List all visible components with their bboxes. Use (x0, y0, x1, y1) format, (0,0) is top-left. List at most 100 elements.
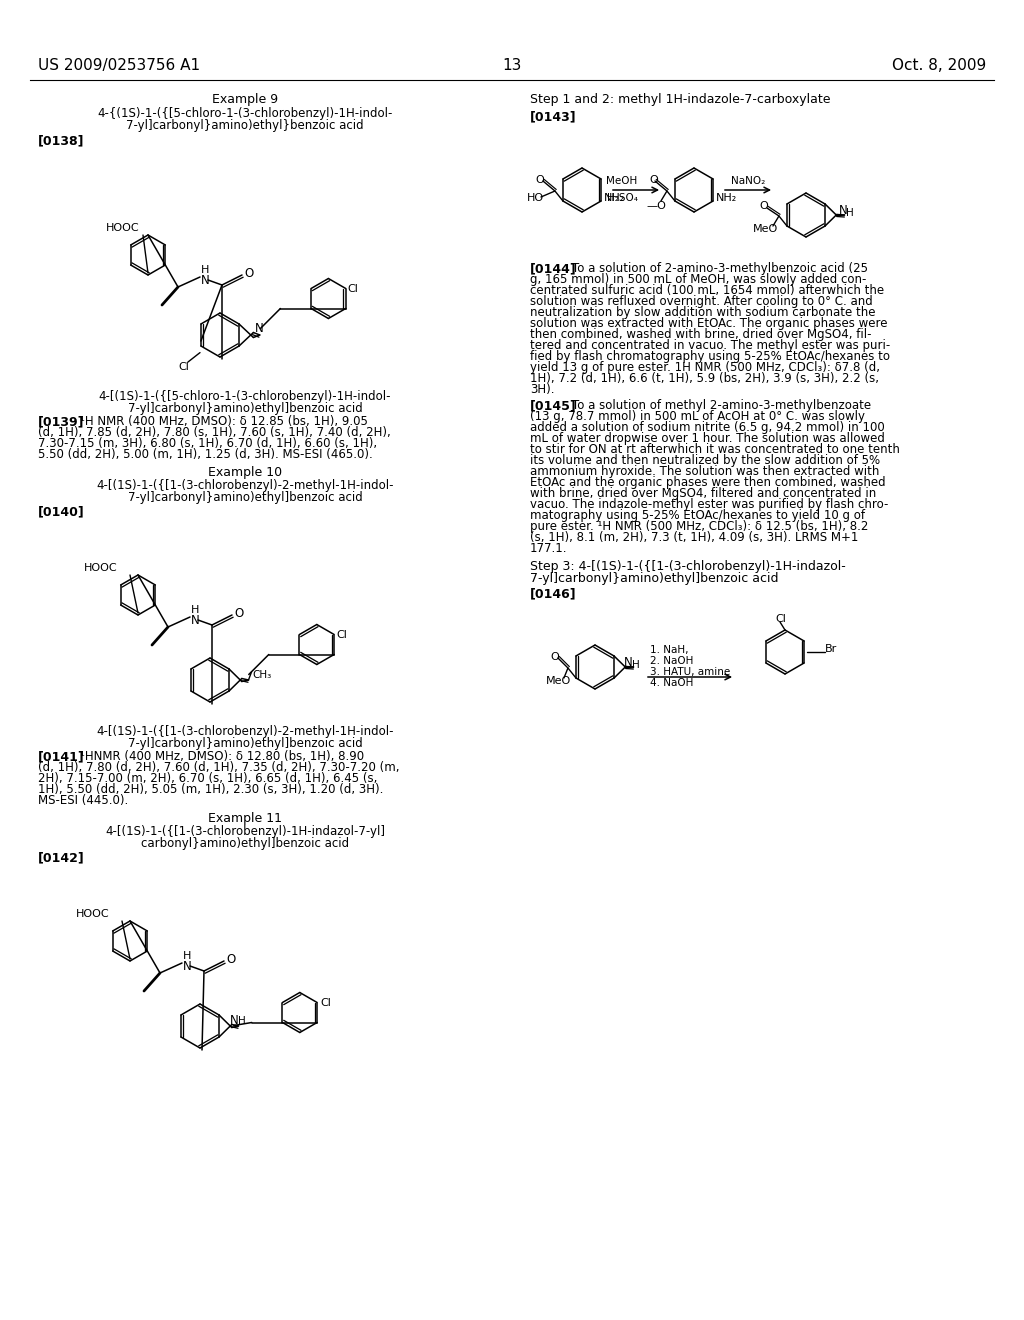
Text: O: O (649, 176, 657, 185)
Text: neutralization by slow addition with sodium carbonate the: neutralization by slow addition with sod… (530, 306, 876, 319)
Text: 7-yl]carbonyl}amino)ethyl]benzoic acid: 7-yl]carbonyl}amino)ethyl]benzoic acid (128, 737, 362, 750)
Text: N: N (254, 322, 263, 334)
Text: Cl: Cl (321, 998, 331, 1008)
Text: N: N (201, 275, 210, 286)
Text: fied by flash chromatography using 5-25% EtOAc/hexanes to: fied by flash chromatography using 5-25%… (530, 350, 890, 363)
Text: (d, 1H), 7.85 (d, 2H), 7.80 (s, 1H), 7.60 (s, 1H), 7.40 (d, 2H),: (d, 1H), 7.85 (d, 2H), 7.80 (s, 1H), 7.6… (38, 426, 391, 440)
Text: its volume and then neutralized by the slow addition of 5%: its volume and then neutralized by the s… (530, 454, 880, 467)
Text: 2. NaOH: 2. NaOH (650, 656, 693, 667)
Text: ¹H NMR (400 MHz, DMSO): δ 12.85 (bs, 1H), 9.05: ¹H NMR (400 MHz, DMSO): δ 12.85 (bs, 1H)… (80, 414, 368, 428)
Text: [0145]: [0145] (530, 399, 577, 412)
Text: 7-yl]carbonyl}amino)ethyl}benzoic acid: 7-yl]carbonyl}amino)ethyl}benzoic acid (126, 119, 364, 132)
Text: H: H (238, 1016, 246, 1027)
Text: N: N (839, 203, 848, 216)
Text: N: N (624, 656, 633, 668)
Text: MeOH: MeOH (606, 176, 638, 186)
Text: MeO: MeO (546, 676, 571, 686)
Text: Example 10: Example 10 (208, 466, 282, 479)
Text: 1H), 5.50 (dd, 2H), 5.05 (m, 1H), 2.30 (s, 3H), 1.20 (d, 3H).: 1H), 5.50 (dd, 2H), 5.05 (m, 1H), 2.30 (… (38, 783, 383, 796)
Text: Cl: Cl (348, 285, 358, 294)
Text: H₂SO₄: H₂SO₄ (606, 193, 638, 203)
Text: Example 9: Example 9 (212, 92, 279, 106)
Text: Cl: Cl (336, 631, 347, 640)
Text: O: O (759, 201, 768, 211)
Text: Cl: Cl (178, 362, 188, 372)
Text: N: N (191, 614, 200, 627)
Text: pure ester. ¹H NMR (500 MHz, CDCl₃): δ 12.5 (bs, 1H), 8.2: pure ester. ¹H NMR (500 MHz, CDCl₃): δ 1… (530, 520, 868, 533)
Text: with brine, dried over MgSO4, filtered and concentrated in: with brine, dried over MgSO4, filtered a… (530, 487, 877, 500)
Text: HO: HO (527, 193, 544, 203)
Text: NH₂: NH₂ (604, 193, 626, 203)
Text: 4-[(1S)-1-({[1-(3-chlorobenzyl)-2-methyl-1H-indol-: 4-[(1S)-1-({[1-(3-chlorobenzyl)-2-methyl… (96, 479, 394, 492)
Text: solution was extracted with EtOAc. The organic phases were: solution was extracted with EtOAc. The o… (530, 317, 888, 330)
Text: 5.50 (dd, 2H), 5.00 (m, 1H), 1.25 (d, 3H). MS-ESI (465.0).: 5.50 (dd, 2H), 5.00 (m, 1H), 1.25 (d, 3H… (38, 447, 373, 461)
Text: [0144]: [0144] (530, 261, 577, 275)
Text: yield 13 g of pure ester. 1H NMR (500 MHz, CDCl₃): δ7.8 (d,: yield 13 g of pure ester. 1H NMR (500 MH… (530, 360, 880, 374)
Text: Br: Br (825, 644, 838, 653)
Text: 1H), 7.2 (d, 1H), 6.6 (t, 1H), 5.9 (bs, 2H), 3.9 (s, 3H), 2.2 (s,: 1H), 7.2 (d, 1H), 6.6 (t, 1H), 5.9 (bs, … (530, 372, 879, 385)
Text: CH₃: CH₃ (253, 671, 271, 680)
Text: 7.30-7.15 (m, 3H), 6.80 (s, 1H), 6.70 (d, 1H), 6.60 (s, 1H),: 7.30-7.15 (m, 3H), 6.80 (s, 1H), 6.70 (d… (38, 437, 377, 450)
Text: 4-{(1S)-1-({[5-chloro-1-(3-chlorobenzyl)-1H-indol-: 4-{(1S)-1-({[5-chloro-1-(3-chlorobenzyl)… (97, 107, 392, 120)
Text: [0141]: [0141] (38, 750, 85, 763)
Text: MS-ESI (445.0).: MS-ESI (445.0). (38, 795, 128, 807)
Text: ¹HNMR (400 MHz, DMSO): δ 12.80 (bs, 1H), 8.90: ¹HNMR (400 MHz, DMSO): δ 12.80 (bs, 1H),… (80, 750, 365, 763)
Text: H: H (191, 605, 200, 615)
Text: O: O (244, 267, 253, 280)
Text: Example 11: Example 11 (208, 812, 282, 825)
Text: H: H (846, 207, 854, 218)
Text: 13: 13 (503, 58, 521, 73)
Text: 4-[(1S)-1-({[1-(3-chlorobenzyl)-1H-indazol-7-yl]: 4-[(1S)-1-({[1-(3-chlorobenzyl)-1H-indaz… (105, 825, 385, 838)
Text: g, 165 mmol) in 500 mL of MeOH, was slowly added con-: g, 165 mmol) in 500 mL of MeOH, was slow… (530, 273, 866, 286)
Text: HOOC: HOOC (76, 909, 110, 919)
Text: To a solution of 2-amino-3-methylbenzoic acid (25: To a solution of 2-amino-3-methylbenzoic… (572, 261, 868, 275)
Text: O: O (535, 176, 544, 185)
Text: ammonium hyroxide. The solution was then extracted with: ammonium hyroxide. The solution was then… (530, 465, 880, 478)
Text: 4. NaOH: 4. NaOH (650, 678, 693, 688)
Text: to stir for ON at rt afterwhich it was concentrated to one tenth: to stir for ON at rt afterwhich it was c… (530, 444, 900, 455)
Text: Oct. 8, 2009: Oct. 8, 2009 (892, 58, 986, 73)
Text: 1. NaH,: 1. NaH, (650, 645, 688, 655)
Text: [0140]: [0140] (38, 506, 85, 517)
Text: vacuo. The indazole-methyl ester was purified by flash chro-: vacuo. The indazole-methyl ester was pur… (530, 498, 889, 511)
Text: 2H), 7.15-7.00 (m, 2H), 6.70 (s, 1H), 6.65 (d, 1H), 6.45 (s,: 2H), 7.15-7.00 (m, 2H), 6.70 (s, 1H), 6.… (38, 772, 378, 785)
Text: N: N (183, 960, 191, 973)
Text: HOOC: HOOC (106, 223, 139, 234)
Text: MeO: MeO (753, 224, 778, 234)
Text: Step 1 and 2: methyl 1H-indazole-7-carboxylate: Step 1 and 2: methyl 1H-indazole-7-carbo… (530, 92, 830, 106)
Text: (13 g, 78.7 mmol) in 500 mL of AcOH at 0° C. was slowly: (13 g, 78.7 mmol) in 500 mL of AcOH at 0… (530, 411, 865, 422)
Text: 4-[(1S)-1-({[5-chloro-1-(3-chlorobenzyl)-1H-indol-: 4-[(1S)-1-({[5-chloro-1-(3-chlorobenzyl)… (98, 389, 391, 403)
Text: (d, 1H), 7.80 (d, 2H), 7.60 (d, 1H), 7.35 (d, 2H), 7.30-7.20 (m,: (d, 1H), 7.80 (d, 2H), 7.60 (d, 1H), 7.3… (38, 762, 399, 774)
Text: HOOC: HOOC (84, 564, 118, 573)
Text: 177.1.: 177.1. (530, 543, 567, 554)
Text: solution was refluxed overnight. After cooling to 0° C. and: solution was refluxed overnight. After c… (530, 294, 872, 308)
Text: [0139]: [0139] (38, 414, 85, 428)
Text: centrated sulfuric acid (100 mL, 1654 mmol) afterwhich the: centrated sulfuric acid (100 mL, 1654 mm… (530, 284, 884, 297)
Text: 3H).: 3H). (530, 383, 555, 396)
Text: 3. HATU, amine: 3. HATU, amine (650, 667, 730, 677)
Text: matography using 5-25% EtOAc/hexanes to yield 10 g of: matography using 5-25% EtOAc/hexanes to … (530, 510, 865, 521)
Text: H: H (632, 660, 640, 669)
Text: 4-[(1S)-1-({[1-(3-chlorobenzyl)-2-methyl-1H-indol-: 4-[(1S)-1-({[1-(3-chlorobenzyl)-2-methyl… (96, 725, 394, 738)
Text: added a solution of sodium nitrite (6.5 g, 94.2 mmol) in 100: added a solution of sodium nitrite (6.5 … (530, 421, 885, 434)
Text: 7-yl]carbonyl}amino)ethyl]benzoic acid: 7-yl]carbonyl}amino)ethyl]benzoic acid (530, 572, 778, 585)
Text: [0143]: [0143] (530, 110, 577, 123)
Text: Cl: Cl (775, 614, 785, 624)
Text: mL of water dropwise over 1 hour. The solution was allowed: mL of water dropwise over 1 hour. The so… (530, 432, 885, 445)
Text: —O: —O (647, 201, 667, 211)
Text: tered and concentrated in vacuo. The methyl ester was puri-: tered and concentrated in vacuo. The met… (530, 339, 890, 352)
Text: EtOAc and the organic phases were then combined, washed: EtOAc and the organic phases were then c… (530, 477, 886, 488)
Text: [0146]: [0146] (530, 587, 577, 601)
Text: O: O (234, 607, 244, 620)
Text: then combined, washed with brine, dried over MgSO4, fil-: then combined, washed with brine, dried … (530, 327, 871, 341)
Text: 7-yl]carbonyl}amino)ethyl]benzoic acid: 7-yl]carbonyl}amino)ethyl]benzoic acid (128, 403, 362, 414)
Text: [0138]: [0138] (38, 135, 85, 147)
Text: NH₂: NH₂ (716, 193, 737, 203)
Text: (s, 1H), 8.1 (m, 2H), 7.3 (t, 1H), 4.09 (s, 3H). LRMS M+1: (s, 1H), 8.1 (m, 2H), 7.3 (t, 1H), 4.09 … (530, 531, 858, 544)
Text: NaNO₂: NaNO₂ (731, 176, 765, 186)
Text: O: O (550, 652, 559, 663)
Text: [0142]: [0142] (38, 851, 85, 865)
Text: To a solution of methyl 2-amino-3-methylbenzoate: To a solution of methyl 2-amino-3-methyl… (572, 399, 871, 412)
Text: N: N (229, 1014, 239, 1027)
Text: 7-yl]carbonyl}amino)ethyl]benzoic acid: 7-yl]carbonyl}amino)ethyl]benzoic acid (128, 491, 362, 504)
